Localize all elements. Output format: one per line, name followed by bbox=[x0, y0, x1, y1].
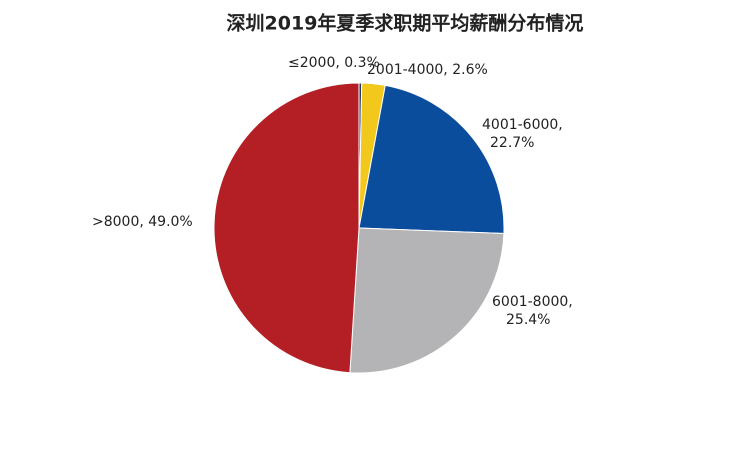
pie-slice bbox=[349, 227, 505, 374]
data-label: 25.4% bbox=[506, 312, 550, 328]
data-label: 6001-8000, bbox=[492, 294, 573, 310]
data-label: ≤2000, 0.3% bbox=[288, 55, 380, 71]
data-label: 4001-6000, bbox=[482, 117, 563, 133]
pie-slice bbox=[213, 82, 360, 374]
chart-title: 深圳2019年夏季求职期平均薪酬分布情况 bbox=[227, 12, 584, 35]
data-label: 2001-4000, 2.6% bbox=[367, 62, 488, 78]
pie-slice bbox=[358, 84, 505, 234]
data-label: 22.7% bbox=[490, 135, 534, 151]
data-label: >8000, 49.0% bbox=[92, 214, 193, 230]
